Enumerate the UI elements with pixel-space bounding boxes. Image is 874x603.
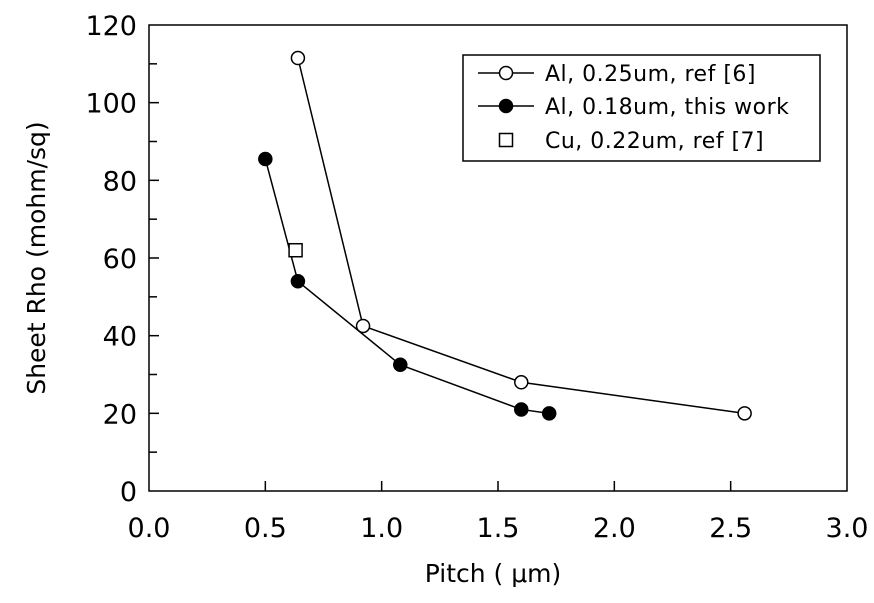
y-tick-label: 0 <box>120 477 137 508</box>
legend-box <box>462 54 821 162</box>
data-point <box>541 406 557 421</box>
x-tick-label: 2.5 <box>709 513 752 544</box>
y-tick-label: 40 <box>103 322 137 353</box>
data-point <box>393 357 408 373</box>
data-point <box>288 242 303 258</box>
data-point <box>737 406 752 421</box>
series-line <box>264 158 550 415</box>
legend-label: Cu, 0.22um, ref [7] <box>545 129 764 154</box>
legend-item-2: Al, 0.18um, this work <box>478 95 789 120</box>
x-tick-label: 0.5 <box>244 513 287 544</box>
y-tick-label: 120 <box>85 11 137 42</box>
legend: Al, 0.25um, ref [6] Al, 0.18um, this work… <box>462 54 821 162</box>
x-axis-title: Pitch ( μm) <box>425 559 562 588</box>
y-axis-title: Sheet Rho (mohm/sq) <box>22 121 51 394</box>
series-2 <box>258 151 557 421</box>
legend-item-1: Al, 0.25um, ref [6] <box>478 62 756 87</box>
legend-label: Al, 0.18um, this work <box>545 95 789 120</box>
series-layer <box>258 50 752 421</box>
legend-label: Al, 0.25um, ref [6] <box>545 62 756 87</box>
series-1 <box>290 50 752 421</box>
x-tick-label: 0.0 <box>128 513 171 544</box>
y-axis: 0 20 40 60 80 100 120 <box>85 11 159 508</box>
legend-marker <box>498 98 514 114</box>
series-line <box>297 57 745 415</box>
y-tick-label: 60 <box>103 244 137 275</box>
legend-marker <box>498 132 514 148</box>
legend-item-3: Cu, 0.22um, ref [7] <box>498 129 764 154</box>
x-tick-label: 3.0 <box>826 513 869 544</box>
legend-marker <box>498 65 514 81</box>
x-tick-label: 2.0 <box>593 513 636 544</box>
data-point <box>514 375 529 390</box>
data-point <box>258 151 273 167</box>
y-tick-label: 80 <box>103 166 137 197</box>
data-point <box>290 50 306 66</box>
x-tick-label: 1.0 <box>360 513 403 544</box>
y-tick-label: 100 <box>85 89 137 120</box>
y-tick-label: 20 <box>103 399 137 430</box>
x-axis: 0.0 0.5 1.0 1.5 2.0 2.5 3.0 <box>128 481 869 544</box>
x-tick-label: 1.5 <box>477 513 520 544</box>
series-3 <box>288 242 303 258</box>
data-point <box>355 318 371 334</box>
data-point <box>290 274 306 289</box>
data-point <box>514 402 529 417</box>
